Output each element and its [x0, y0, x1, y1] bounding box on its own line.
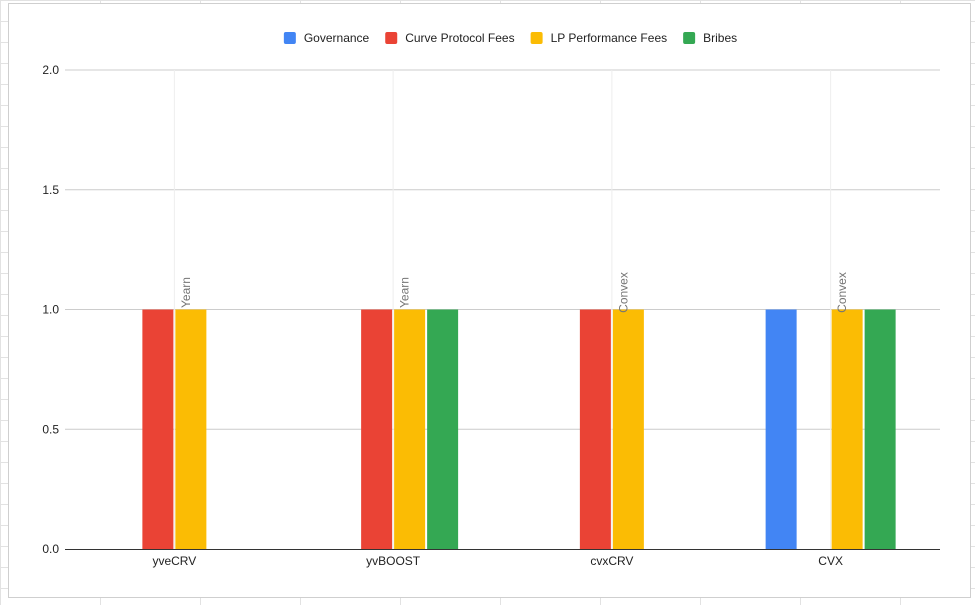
bar-annotation: Convex	[835, 272, 849, 313]
bar-cvxcrv-lp-performance-fees[interactable]	[612, 309, 644, 550]
bar-yvboost-lp-performance-fees[interactable]	[394, 309, 426, 550]
bar-yvboost-bribes[interactable]	[427, 309, 459, 550]
x-category-label: yveCRV	[152, 554, 196, 568]
y-tick-label: 1.0	[42, 303, 59, 317]
bar-cvx-bribes[interactable]	[864, 309, 896, 550]
y-tick-label: 2.0	[42, 63, 59, 77]
legend-label: LP Performance Fees	[551, 31, 668, 45]
legend-swatch	[683, 32, 696, 44]
bar-cvxcrv-curve-protocol-fees[interactable]	[579, 309, 611, 550]
bar-cvx-governance[interactable]	[765, 309, 797, 550]
x-category-label: yvBOOST	[366, 554, 421, 568]
y-tick-label: 1.5	[42, 183, 59, 197]
legend-label: Governance	[304, 31, 370, 45]
y-tick-label: 0.0	[42, 542, 59, 556]
bar-annotations: Yearn Yearn Convex Convex	[179, 272, 849, 313]
gridlines	[65, 69, 940, 549]
y-axis-ticks: 0.0 0.5 1.0 1.5 2.0	[42, 63, 59, 556]
y-tick-label: 0.5	[42, 422, 59, 436]
legend-swatch	[283, 32, 296, 44]
bars	[142, 309, 896, 550]
bar-yvboost-curve-protocol-fees[interactable]	[361, 309, 393, 550]
bar-cvx-lp-performance-fees[interactable]	[831, 309, 863, 550]
bar-annotation: Convex	[616, 272, 630, 313]
legend-swatch	[530, 32, 543, 44]
bar-annotation: Yearn	[398, 277, 412, 308]
legend-label: Curve Protocol Fees	[405, 31, 514, 45]
bar-annotation: Yearn	[179, 277, 193, 308]
legend-label: Bribes	[703, 31, 737, 45]
x-axis-categories: yveCRV yvBOOST cvxCRV CVX	[152, 554, 842, 568]
legend-swatch	[385, 32, 398, 44]
x-category-label: cvxCRV	[590, 554, 633, 568]
x-category-label: CVX	[818, 554, 843, 568]
bar-yvecrv-lp-performance-fees[interactable]	[175, 309, 207, 550]
legend: Governance Curve Protocol Fees LP Performa…	[283, 31, 737, 45]
bar-yvecrv-curve-protocol-fees[interactable]	[142, 309, 174, 550]
